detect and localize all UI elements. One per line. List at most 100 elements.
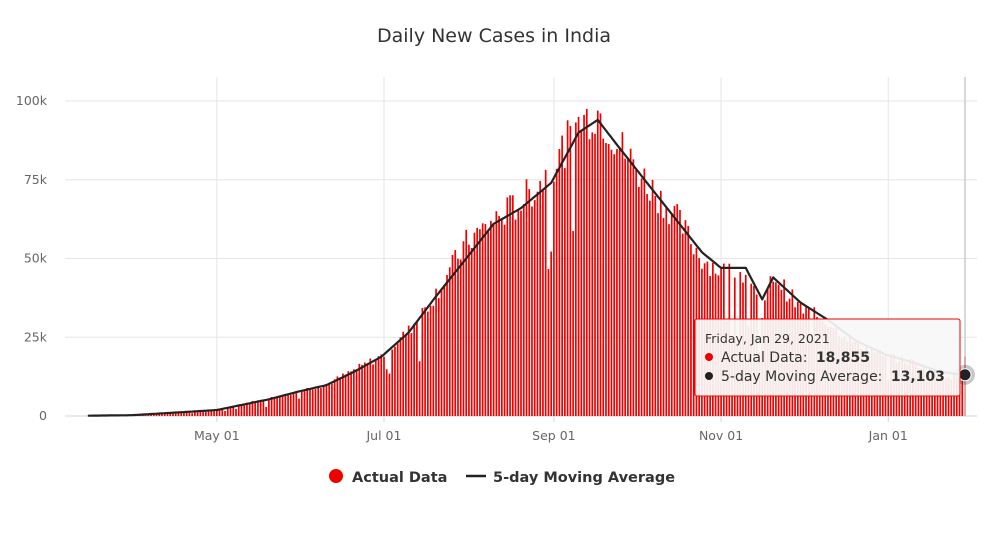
bar xyxy=(509,195,511,416)
bar xyxy=(643,168,646,416)
bar xyxy=(262,400,265,416)
bar xyxy=(451,254,454,416)
tooltip-actual-row: Actual Data: 18,855 xyxy=(721,350,870,366)
y-tick-label: 75k xyxy=(24,172,48,187)
bar xyxy=(243,403,246,416)
bar xyxy=(320,388,322,416)
bar xyxy=(369,358,372,416)
bar xyxy=(169,412,172,416)
bar xyxy=(476,227,479,416)
bar xyxy=(202,410,204,416)
y-axis: 0 25k 50k 75k 100k xyxy=(16,93,48,423)
bar xyxy=(333,379,336,416)
bar xyxy=(542,189,544,416)
bar xyxy=(522,204,525,416)
bar xyxy=(484,224,487,416)
bar xyxy=(547,269,550,416)
bar xyxy=(588,139,591,416)
bar xyxy=(240,404,243,416)
bar xyxy=(692,254,695,416)
tooltip: Friday, Jan 29, 2021 Actual Data: 18,855… xyxy=(694,318,961,397)
x-tick-label: May 01 xyxy=(194,428,240,443)
bar xyxy=(446,275,448,416)
bar xyxy=(468,244,470,416)
bar xyxy=(218,408,221,416)
bar xyxy=(183,411,185,416)
bar xyxy=(944,377,947,416)
tooltip-actual-bullet xyxy=(705,353,713,361)
bar xyxy=(196,410,199,416)
bar xyxy=(287,394,289,416)
bar xyxy=(254,402,257,416)
bar xyxy=(569,126,572,416)
bar xyxy=(163,412,166,416)
bar xyxy=(632,159,635,416)
bar xyxy=(500,218,503,416)
legend-moving-average-label: 5-day Moving Average xyxy=(493,470,675,486)
bar xyxy=(284,395,287,416)
bar xyxy=(670,213,673,416)
bar xyxy=(887,379,890,416)
bar xyxy=(528,189,531,416)
bar xyxy=(668,224,670,416)
bar xyxy=(331,383,333,416)
bar xyxy=(621,132,624,416)
legend: Actual Data 5-day Moving Average xyxy=(329,469,675,486)
bar xyxy=(210,409,213,416)
bar xyxy=(322,385,325,416)
x-tick-label: Nov 01 xyxy=(699,428,743,443)
bar xyxy=(257,400,259,416)
bar xyxy=(298,398,300,416)
bar xyxy=(166,412,169,416)
bar xyxy=(421,308,424,416)
bar xyxy=(276,397,278,416)
bar xyxy=(465,229,468,416)
bar xyxy=(690,244,692,416)
bar xyxy=(432,305,435,416)
bar xyxy=(374,359,377,416)
bar xyxy=(295,393,298,416)
bar xyxy=(440,288,443,416)
bar xyxy=(226,407,229,416)
bar xyxy=(194,410,196,416)
bar xyxy=(281,395,284,416)
tooltip-average-value: 13,103 xyxy=(891,369,945,385)
bar xyxy=(605,143,607,416)
bar xyxy=(638,186,640,416)
bar xyxy=(303,390,306,416)
bar xyxy=(481,223,484,416)
bar xyxy=(424,307,426,416)
tooltip-average-label: 5-day Moving Average: xyxy=(721,369,882,385)
legend-item-moving-average[interactable]: 5-day Moving Average xyxy=(466,470,675,486)
bar xyxy=(339,377,341,416)
bar xyxy=(235,408,237,416)
bar xyxy=(610,149,613,416)
bar xyxy=(289,394,292,416)
bar xyxy=(265,407,267,416)
legend-item-actual-data[interactable]: Actual Data xyxy=(329,469,447,486)
bar xyxy=(311,389,314,416)
bar xyxy=(536,191,539,416)
y-tick-label: 25k xyxy=(24,329,48,344)
bar xyxy=(479,229,481,416)
bar xyxy=(662,217,665,416)
bar xyxy=(511,195,514,416)
bar xyxy=(607,144,610,417)
bar xyxy=(583,114,585,416)
bar xyxy=(665,206,668,416)
bar xyxy=(574,122,577,416)
bar xyxy=(388,373,391,416)
bar xyxy=(585,108,588,416)
bar xyxy=(237,404,240,416)
bar xyxy=(342,373,344,416)
y-tick-label: 50k xyxy=(24,251,48,266)
bar xyxy=(361,364,363,416)
bar xyxy=(191,413,193,416)
bar xyxy=(566,120,569,416)
bar xyxy=(273,398,276,416)
bar xyxy=(309,389,311,416)
bar xyxy=(506,197,509,416)
bar xyxy=(207,410,210,416)
bar xyxy=(174,411,177,416)
bar xyxy=(221,408,224,416)
